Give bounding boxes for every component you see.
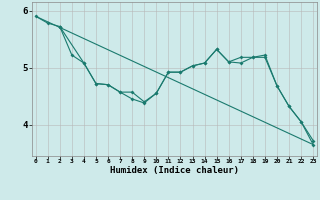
X-axis label: Humidex (Indice chaleur): Humidex (Indice chaleur) [110,166,239,175]
